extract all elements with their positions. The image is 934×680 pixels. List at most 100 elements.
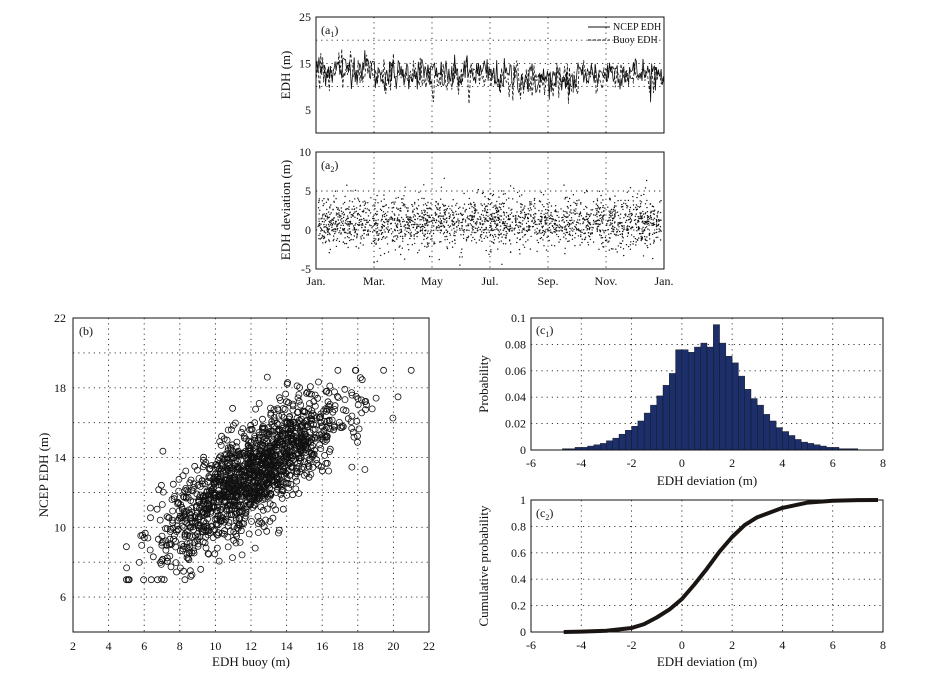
a2-point (490, 225, 492, 227)
a2-point (451, 211, 454, 213)
a2-point (351, 214, 354, 216)
a2-point (558, 227, 561, 229)
a2-point (473, 215, 476, 217)
b-xtick: 20 (387, 639, 399, 653)
a2-point (380, 209, 383, 212)
a2-point (472, 236, 474, 239)
a2-point (469, 223, 471, 225)
a2-point (562, 219, 564, 221)
a2-point (629, 213, 631, 215)
b-point (240, 493, 248, 501)
a2-point (521, 204, 523, 206)
a2-point (342, 228, 344, 230)
a2-point (540, 221, 542, 223)
a2-point (437, 226, 439, 228)
a2-point (440, 198, 442, 200)
a2-point (547, 206, 549, 208)
a2-point (542, 225, 544, 227)
b-point (351, 366, 359, 374)
b-point (380, 366, 388, 374)
a2-point (579, 223, 581, 225)
a2-point (530, 203, 533, 205)
a2-point (355, 222, 357, 225)
b-point (350, 433, 358, 441)
b-point (229, 554, 236, 561)
a2-point (651, 233, 654, 236)
a2-point (331, 230, 333, 232)
a2-point (630, 241, 632, 243)
a2-point (416, 235, 418, 238)
a2-point (509, 227, 511, 230)
a2-point (460, 212, 462, 215)
a2-point (619, 222, 621, 225)
c1-bar (719, 342, 727, 451)
b-point (368, 405, 376, 413)
a2-point (600, 219, 603, 221)
a2-point (537, 218, 539, 221)
b-point (187, 572, 195, 580)
a2-point (465, 229, 468, 231)
a2-point (592, 201, 595, 203)
a2-point (457, 224, 460, 227)
b-point (322, 405, 330, 413)
a2-point (362, 201, 364, 203)
a2-point (511, 221, 513, 223)
b-point (226, 460, 234, 468)
a2-point (380, 220, 382, 222)
a2-point (653, 213, 655, 215)
b-point (167, 525, 174, 533)
a2-point (343, 213, 346, 215)
a2-point (521, 230, 523, 232)
a2-point (630, 219, 633, 221)
b-point (229, 404, 237, 412)
a2-point (323, 213, 325, 215)
a2-point (602, 206, 604, 209)
a2-point (639, 215, 642, 217)
a2-point (477, 212, 479, 214)
a2-point (656, 215, 658, 217)
a2-point (570, 217, 573, 219)
a2-point (563, 236, 565, 238)
b-xtick: 18 (352, 639, 364, 653)
a2-point (378, 238, 380, 240)
a2-point (473, 216, 475, 218)
b-point (267, 409, 275, 417)
c2-ylabel: Cumulative probability (476, 505, 491, 626)
a2-point (491, 202, 493, 204)
c1-ytick: 0.1 (511, 311, 526, 325)
a2-point (533, 214, 535, 216)
a2-point (387, 221, 390, 223)
a2-point (481, 240, 483, 242)
b-point (224, 444, 232, 452)
b-point (169, 516, 176, 524)
a2-point (452, 224, 454, 226)
b-point (315, 461, 322, 469)
b-point (348, 424, 356, 432)
b-point (328, 416, 336, 424)
c1-panel-label: (c1) (536, 323, 553, 339)
a2-point (482, 214, 484, 216)
a2-point (331, 226, 333, 228)
a2-point (486, 236, 489, 239)
a2-point (435, 221, 437, 224)
a2-point (601, 222, 604, 224)
b-point (158, 532, 166, 540)
a2-point (655, 225, 658, 228)
a2-point (392, 219, 394, 221)
a2-point (394, 222, 396, 224)
a2-point (337, 216, 339, 218)
a2-point (587, 228, 589, 230)
a2-point (551, 232, 553, 234)
a2-point (347, 208, 349, 210)
a2-point (638, 206, 641, 208)
a2-point (558, 230, 561, 232)
a2-point (614, 213, 616, 215)
b-point (191, 462, 199, 470)
a2-point (397, 236, 399, 238)
a2-point (619, 217, 621, 219)
b-point (223, 506, 231, 514)
a2-point (427, 201, 429, 204)
a2-point (527, 217, 529, 220)
b-point (274, 421, 282, 429)
